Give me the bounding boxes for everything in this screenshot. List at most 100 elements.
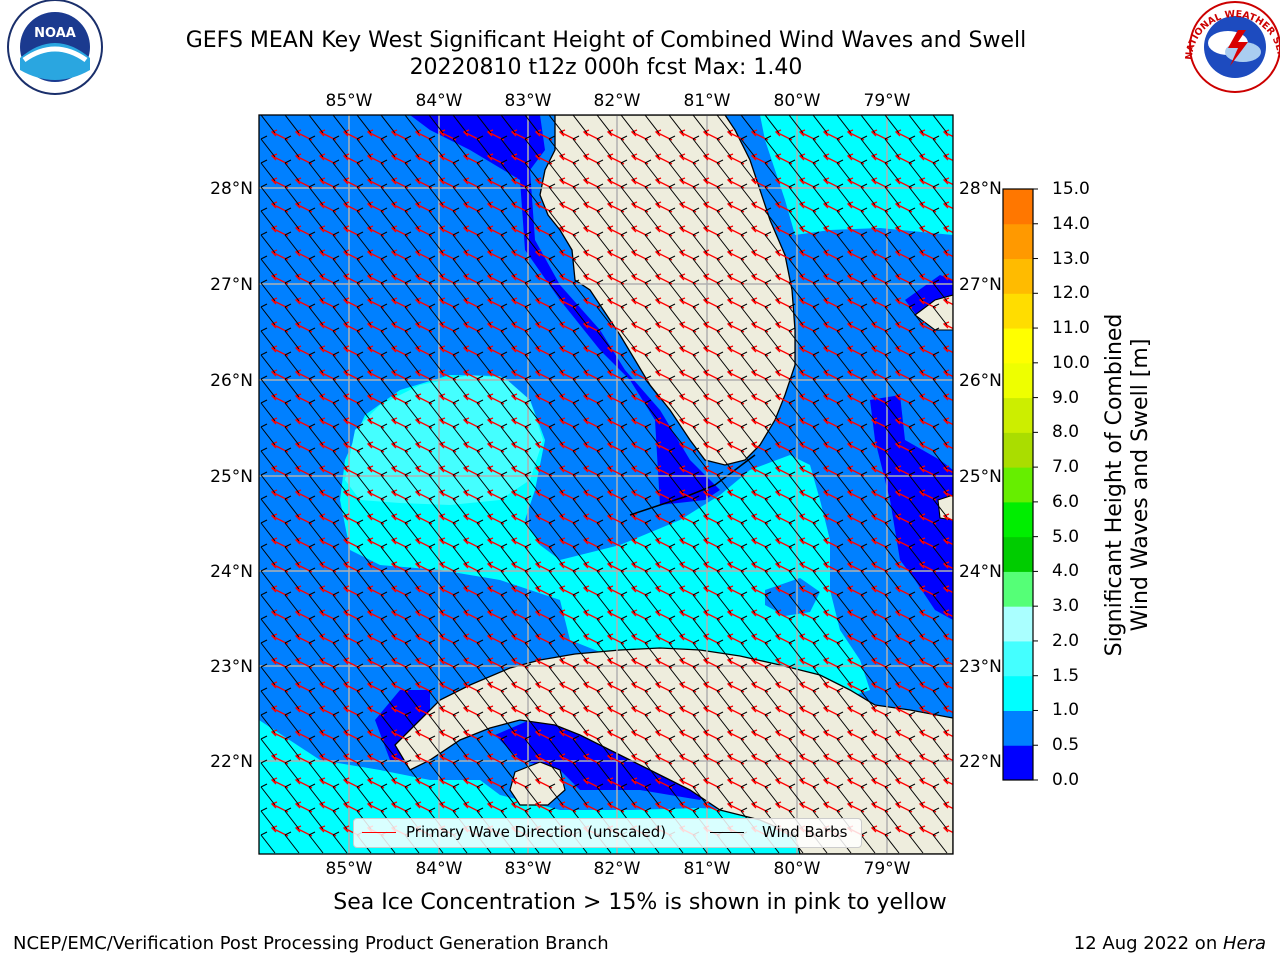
wind-barb [812, 495, 828, 518]
wind-barb [932, 159, 948, 182]
wind-barb [620, 279, 636, 302]
colorbar-band [1003, 745, 1033, 781]
wind-barb [668, 279, 684, 302]
wind-barb [404, 687, 420, 710]
wind-barb [428, 279, 444, 302]
wind-barb [668, 687, 684, 710]
wind-barb [932, 639, 948, 662]
wind-barb [548, 183, 564, 206]
wind-barb [476, 711, 492, 734]
wind-barb [572, 543, 588, 566]
wind-barb [380, 255, 396, 278]
wind-barb [500, 759, 516, 782]
wind-barb [788, 687, 804, 710]
wind-barb [572, 231, 588, 254]
wind-barb [692, 135, 708, 158]
wind-barb [572, 615, 588, 638]
wind-barb [500, 159, 516, 182]
wind-barb [860, 303, 876, 326]
wind-barb [740, 135, 756, 158]
wind-barb [380, 375, 396, 398]
wind-barb [932, 183, 948, 206]
colorbar-band [1003, 606, 1033, 642]
wind-barb [596, 759, 612, 782]
wave-direction-legend-line [362, 832, 396, 833]
wind-barb [500, 471, 516, 494]
wind-barb [812, 615, 828, 638]
wind-barb [860, 615, 876, 638]
wind-barb [284, 279, 300, 302]
wave-arrow [942, 825, 953, 834]
wind-barb [356, 207, 372, 230]
wind-barb [332, 711, 348, 734]
wind-barb [692, 327, 708, 350]
wave-zone-low [410, 115, 720, 505]
wind-barb [644, 495, 660, 518]
wind-barb [308, 831, 324, 854]
wind-barb [716, 207, 732, 230]
wind-barb [356, 327, 372, 350]
wind-barb [260, 687, 276, 710]
wind-barb [524, 471, 540, 494]
wind-barb [308, 207, 324, 230]
wind-barb [932, 375, 948, 398]
wind-barb [476, 255, 492, 278]
wind-barb [860, 183, 876, 206]
wind-barb [332, 135, 348, 158]
wave-arrow [942, 273, 953, 282]
wind-barb [548, 783, 564, 806]
wave-arrow [942, 801, 953, 810]
wind-barb [836, 255, 852, 278]
wind-barb [620, 735, 636, 758]
colorbar [1002, 188, 1038, 781]
nws-logo-ring-text: NATIONAL WEATHER SERVICE [0, 0, 1280, 60]
wind-barb [884, 159, 900, 182]
wind-barb [500, 375, 516, 398]
wind-barb [548, 615, 564, 638]
wind-barb [644, 639, 660, 662]
lon-labels-top: 85°W 84°W 83°W 82°W 81°W 80°W 79°W [326, 91, 911, 111]
wind-barb [284, 615, 300, 638]
wind-barb [716, 183, 732, 206]
wind-barb [428, 615, 444, 638]
wind-barb [308, 447, 324, 470]
wind-barb [524, 663, 540, 686]
wind-barb [380, 519, 396, 542]
wind-barb [308, 783, 324, 806]
wind-barb [284, 159, 300, 182]
wave-arrow [942, 513, 953, 522]
wind-barb [452, 471, 468, 494]
wind-barb [308, 807, 324, 830]
wind-barb [860, 231, 876, 254]
wind-barb [524, 115, 540, 134]
lat-label: 23°N [210, 657, 253, 677]
wind-barb [836, 279, 852, 302]
wave-arrow [942, 489, 953, 498]
wind-barb [356, 519, 372, 542]
wind-barb [596, 399, 612, 422]
wind-barb [476, 495, 492, 518]
wind-barb [332, 115, 348, 134]
wind-barb [908, 519, 924, 542]
wind-barb [428, 711, 444, 734]
wind-barb [428, 375, 444, 398]
wind-barb [860, 807, 876, 830]
wind-barb [356, 711, 372, 734]
wind-barb [692, 711, 708, 734]
wind-barb [476, 279, 492, 302]
wind-barb [308, 159, 324, 182]
wind-barb [548, 375, 564, 398]
wind-barb [716, 327, 732, 350]
wind-barb [308, 759, 324, 782]
wind-barb [932, 447, 948, 470]
wind-barb [284, 375, 300, 398]
wind-barb [404, 375, 420, 398]
wind-barb [308, 279, 324, 302]
wind-barb [764, 159, 780, 182]
wind-barb [380, 231, 396, 254]
wind-barb [812, 207, 828, 230]
wind-barb [860, 639, 876, 662]
wave-zone-top [345, 375, 543, 505]
wind-barb [668, 115, 684, 134]
lat-label: 28°N [959, 179, 1002, 199]
